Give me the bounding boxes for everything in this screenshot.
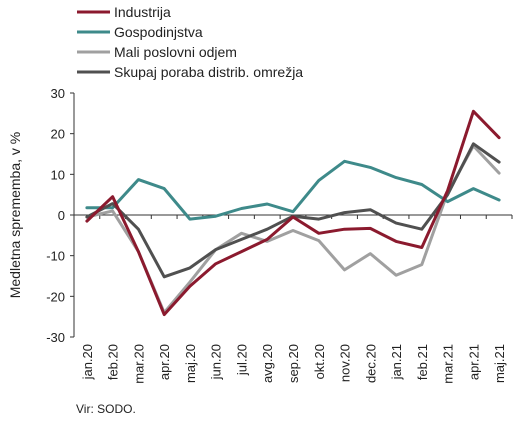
y-tick-label: -10	[46, 249, 65, 264]
y-tick-label: -30	[46, 330, 65, 345]
x-tick-label: feb.20	[106, 344, 121, 380]
x-tick-label: apr.21	[466, 344, 481, 380]
x-tick-label: nov.20	[338, 344, 353, 382]
x-tick-label: jan.20	[80, 344, 95, 380]
series-line-gospodinjstva	[85, 159, 501, 221]
x-tick-label: maj.20	[183, 344, 198, 383]
legend-label: Skupaj poraba distrib. omrežja	[114, 64, 303, 80]
x-tick-label: sep.20	[286, 344, 301, 383]
legend-label: Gospodinjstva	[114, 24, 203, 40]
y-tick-label: 30	[51, 86, 65, 101]
legend-label: Mali poslovni odjem	[114, 44, 237, 60]
x-tick-label: okt.20	[312, 344, 327, 379]
y-tick-label: -20	[46, 289, 65, 304]
series-line-mali-poslovni-odjem	[85, 144, 501, 315]
x-tick-label: mar.20	[131, 344, 146, 384]
x-tick-label: apr.20	[157, 344, 172, 380]
x-tick-label: avg.20	[260, 344, 275, 383]
y-tick-label: 0	[58, 208, 65, 223]
x-tick-label: jul.20	[234, 344, 249, 376]
x-tick-label: dec.20	[363, 344, 378, 383]
legend-label: Industrija	[114, 4, 171, 20]
x-tick-label: mar.21	[441, 344, 456, 384]
source-note: Vir: SODO.	[76, 402, 136, 416]
y-tick-label: 10	[51, 167, 65, 182]
x-tick-label: maj.21	[492, 344, 507, 383]
x-tick-label: jun.20	[209, 344, 224, 380]
x-tick-label: jan.21	[389, 344, 404, 380]
y-tick-label: 20	[51, 127, 65, 142]
y-axis-title: Medletna sprememba, v %	[7, 132, 23, 299]
x-tick-label: feb.21	[415, 344, 430, 380]
series-line-industrija	[85, 109, 501, 317]
